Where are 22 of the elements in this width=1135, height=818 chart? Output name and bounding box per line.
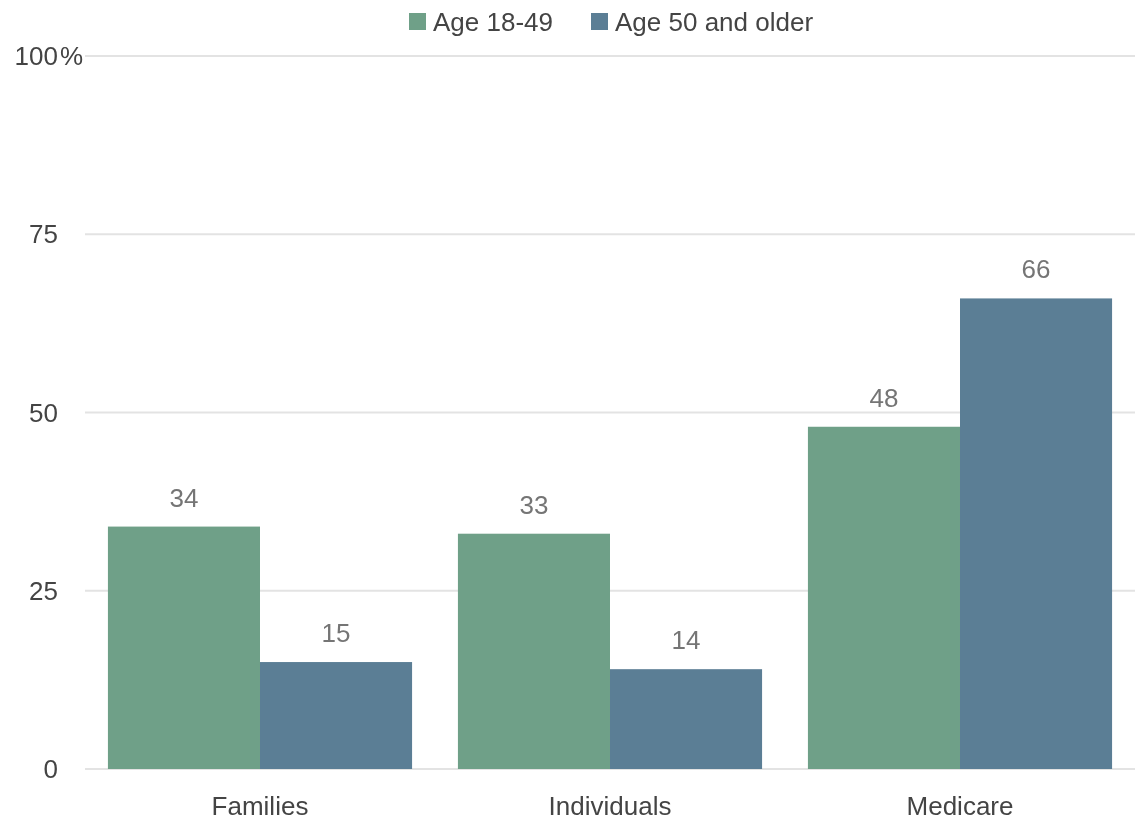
- data-label: 66: [1021, 254, 1051, 285]
- y-tick-label: 0: [43, 754, 58, 785]
- data-label: 15: [321, 618, 351, 649]
- legend-label: Age 50 and older: [615, 7, 814, 38]
- bar: [960, 298, 1113, 769]
- legend-label: Age 18-49: [433, 7, 553, 38]
- bar: [260, 662, 413, 769]
- bar: [107, 526, 260, 769]
- y-tick-label: 25: [29, 575, 58, 606]
- x-tick-label: Individuals: [548, 791, 672, 818]
- y-tick-label: 75: [29, 219, 58, 250]
- data-label: 14: [671, 625, 701, 656]
- data-label: 33: [519, 489, 549, 520]
- bar: [807, 426, 960, 769]
- x-tick-label: Medicare: [906, 791, 1014, 818]
- data-label: 48: [869, 382, 899, 413]
- bar: [457, 533, 610, 769]
- bar: [610, 669, 763, 769]
- y-tick-label: 100%: [14, 41, 84, 72]
- y-tick-label: 50: [29, 397, 58, 428]
- x-tick-label: Families: [211, 791, 309, 818]
- data-label: 34: [169, 482, 199, 513]
